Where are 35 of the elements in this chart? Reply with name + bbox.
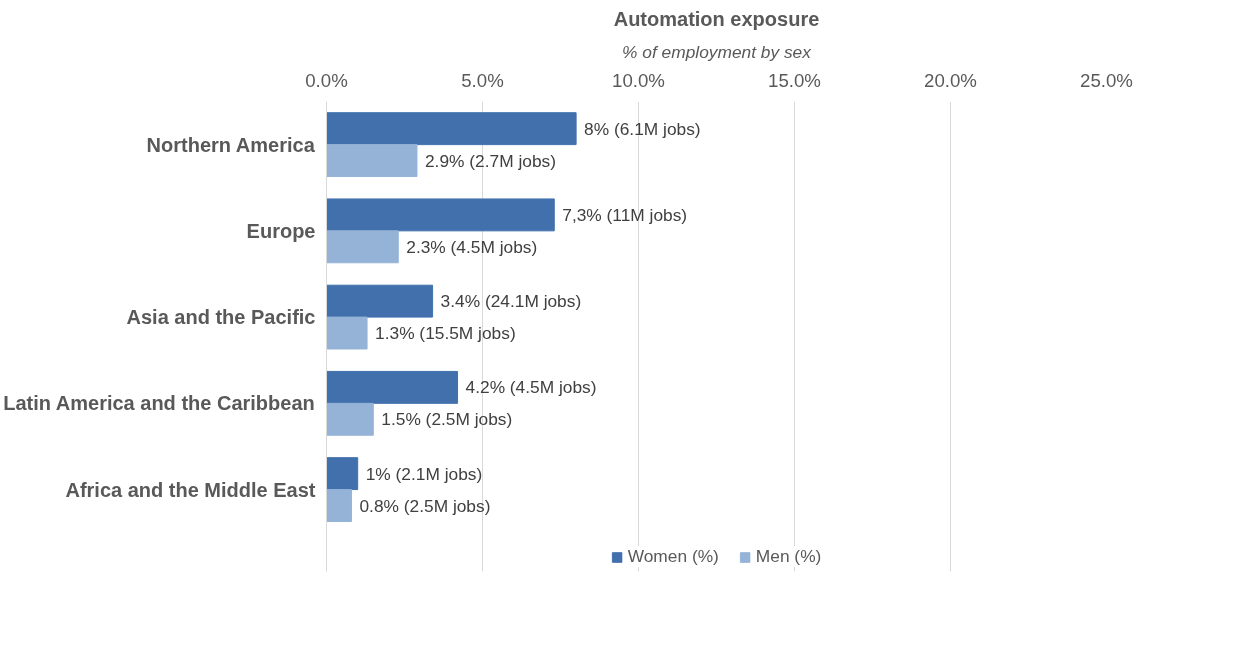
- bar: [326, 230, 399, 264]
- x-tick-label: 20.0%: [924, 69, 977, 91]
- bar: [326, 144, 418, 178]
- y-tick-label: Latin America and the Caribbean: [3, 392, 315, 415]
- bar: [326, 112, 577, 146]
- y-tick-label: Africa and the Middle East: [65, 478, 316, 501]
- chart-subtitle: % of employment by sex: [622, 41, 813, 62]
- y-tick-label: Europe: [246, 219, 316, 242]
- data-label: 4.2% (4.5M jobs): [465, 377, 597, 398]
- data-label: 2.9% (2.7M jobs): [424, 150, 556, 171]
- data-label: 8% (6.1M jobs): [584, 118, 701, 139]
- bar: [326, 284, 434, 318]
- chart-title: Automation exposure: [613, 7, 820, 30]
- bar: [326, 489, 352, 522]
- x-tick-label: 15.0%: [768, 69, 821, 91]
- data-label: 0.8% (2.5M jobs): [359, 495, 491, 516]
- data-label: 3.4% (24.1M jobs): [440, 291, 582, 312]
- y-tick-label: Northern America: [146, 133, 316, 156]
- x-tick-label: 25.0%: [1080, 69, 1133, 91]
- x-tick-label: 0.0%: [305, 69, 348, 91]
- bar: [326, 316, 368, 350]
- bar: [326, 402, 374, 436]
- bar: [326, 198, 555, 232]
- bar: [326, 457, 359, 491]
- x-tick-label: 5.0%: [461, 69, 504, 91]
- data-label: 1.5% (2.5M jobs): [381, 409, 513, 430]
- y-tick-label: Asia and the Pacific: [126, 306, 316, 329]
- data-label: 2.3% (4.5M jobs): [406, 236, 538, 257]
- x-tick-label: 10.0%: [612, 69, 665, 91]
- legend-label: Women (%): [627, 546, 719, 567]
- data-label: 7,3% (11M jobs): [562, 204, 688, 225]
- legend-label: Men (%): [755, 546, 822, 567]
- data-label: 1.3% (15.5M jobs): [375, 323, 516, 344]
- data-label: 1% (2.1M jobs): [365, 463, 483, 484]
- bar: [326, 370, 459, 404]
